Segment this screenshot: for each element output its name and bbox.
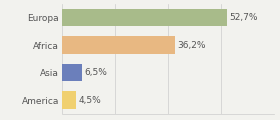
Text: 36,2%: 36,2%: [178, 41, 206, 50]
Bar: [62, 36, 175, 54]
Bar: [62, 64, 82, 81]
Bar: [62, 91, 76, 109]
Text: 4,5%: 4,5%: [78, 96, 101, 105]
Bar: [62, 9, 227, 27]
Text: 52,7%: 52,7%: [229, 13, 258, 22]
Text: 6,5%: 6,5%: [85, 68, 107, 77]
